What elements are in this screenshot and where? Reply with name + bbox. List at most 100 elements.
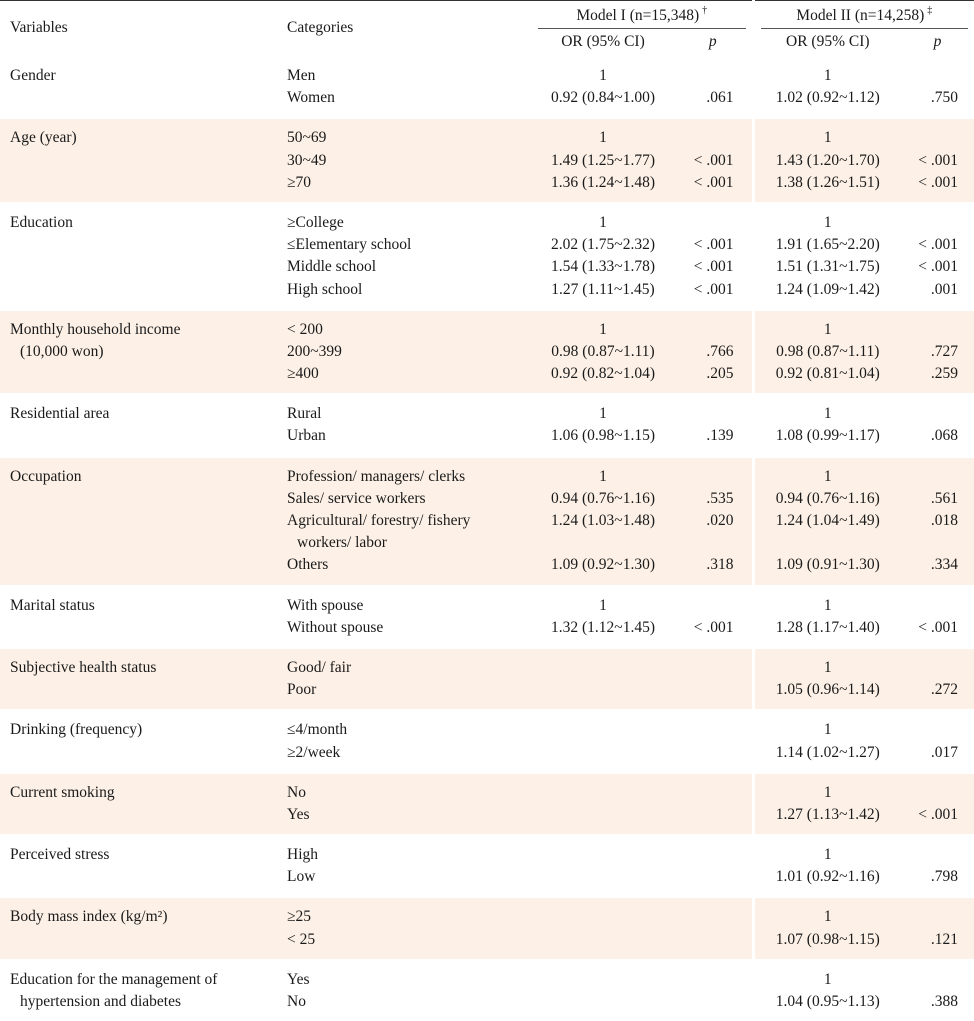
- model-1-p-cell-line: .535: [706, 489, 734, 507]
- model-1-or-cell-line: [532, 719, 674, 741]
- model-2-p-cell-line: .727: [930, 342, 959, 360]
- model-1-p-cell-line: [674, 906, 734, 928]
- model-1-or-cell: [532, 710, 674, 772]
- model-2-p-cell-line: .068: [930, 427, 959, 445]
- model-1-p-cell-line: .318: [706, 556, 734, 574]
- model-1-or-cell-line: [532, 844, 674, 866]
- model-2-p-cell: < .001: [901, 773, 974, 835]
- model-2-or-header: OR (95% CI): [751, 29, 902, 56]
- model-2-p-cell: < .001: [901, 586, 974, 648]
- model-2-or-cell: 1 1.14 (1.02~1.27): [751, 710, 902, 773]
- category-label: Poor: [287, 681, 317, 699]
- category-label: ≥70: [287, 173, 312, 191]
- model-2-or-cell-line: 1.91 (1.65~2.20): [775, 236, 880, 254]
- table-row: Body mass index (kg/m²) ≥25 < 25 1 1.07 (0.9…: [0, 897, 974, 960]
- model-1-or-cell-line: 0.92 (0.82~1.04): [551, 365, 655, 383]
- category-cell: High Low: [277, 835, 532, 897]
- category-cell: Profession/ managers/ clerks Sales/ servi…: [277, 457, 532, 586]
- model-1-or-cell: [532, 960, 674, 1021]
- model-2-p-cell: .388: [901, 960, 974, 1021]
- model-1-p-cell-line: < .001: [693, 258, 734, 276]
- category-label: Agricultural/ forestry/ fishery: [287, 512, 471, 529]
- model-1-p-cell-line: [674, 679, 734, 701]
- category-label: Urban: [287, 427, 326, 445]
- category-label: 30~49: [287, 151, 327, 169]
- table-row: Education for the management of hypertens…: [0, 959, 974, 1021]
- model-1-p-cell-line: < .001: [693, 280, 734, 298]
- model-1-or-cell-line: 1: [599, 467, 607, 485]
- model-1-p-cell: .535 .020 .318: [674, 457, 753, 586]
- model-2-p-cell: < .001 < .001: [901, 118, 974, 203]
- model-2-p-cell: .068: [901, 394, 974, 456]
- variable-cell: Occupation: [0, 457, 277, 586]
- model-1-or-cell-line: 0.98 (0.87~1.11): [551, 342, 655, 360]
- model-1-p-cell-line: [674, 319, 734, 341]
- model-2-p-cell-line: [901, 595, 958, 617]
- category-cell: Rural Urban: [277, 394, 532, 456]
- category-cell: Yes No: [277, 960, 532, 1021]
- model-1-or-cell-line: [532, 804, 674, 826]
- model-2-p-cell-line: .334: [930, 556, 959, 574]
- variable-label: Education for the management of: [10, 970, 218, 988]
- model-1-p-cell-line: [674, 466, 734, 488]
- model-2-p-cell-line: [901, 65, 958, 87]
- category-cell: 50~69 30~49 ≥70: [277, 118, 532, 203]
- variable-label: Subjective health status: [10, 658, 157, 676]
- variable-cell: Drinking (frequency): [0, 710, 277, 772]
- model-2-or-cell: 1 1.43 (1.20~1.70) 1.38 (1.26~1.51): [751, 118, 902, 203]
- model-2-label: Model II (n=14,258): [796, 7, 925, 25]
- model-1-p-cell: .061: [674, 56, 753, 118]
- model-2-or-cell-line: 1: [823, 970, 832, 988]
- model-1-or-cell-line: 1.36 (1.24~1.48): [551, 173, 655, 191]
- model-1-or-cell-line: [532, 929, 674, 951]
- model-1-p-cell-line: .020: [706, 512, 734, 529]
- model-1-or-cell-line: [532, 991, 674, 1013]
- model-1-or-cell: [532, 897, 674, 959]
- model-2-or-cell-line: 1.02 (0.92~1.12): [775, 89, 880, 107]
- table-header: Variables Categories Model I (n=15,348) †…: [0, 0, 974, 56]
- model-2-or-cell-line: 1.09 (0.91~1.30): [775, 556, 880, 574]
- category-label: Yes: [287, 970, 310, 988]
- model-1-p-cell: < .001 < .001: [674, 118, 753, 203]
- model-2-p-cell-line: < .001: [918, 258, 959, 276]
- model-2-or-cell: 1 1.91 (1.65~2.20) 1.51 (1.31~1.75) 1.24 (1…: [751, 202, 902, 310]
- category-label: ≥College: [287, 213, 344, 231]
- model-2-or-cell: 1 1.04 (0.95~1.13): [751, 959, 902, 1021]
- model-1-or-cell-line: [532, 969, 674, 991]
- category-label: Others: [287, 556, 329, 574]
- model-2-p-cell: .750: [901, 56, 974, 118]
- model-1-p-cell-line: [674, 866, 734, 888]
- category-label: Profession/ managers/ clerks: [287, 467, 466, 485]
- model-1-p-cell-line: < .001: [693, 618, 734, 636]
- model-2-p-cell-line: [901, 906, 958, 928]
- model-2-p-cell-line: [901, 657, 958, 679]
- category-label: Without spouse: [287, 618, 384, 636]
- category-label: Rural: [287, 405, 322, 423]
- model-2-or-cell-line: 1: [823, 658, 832, 676]
- model-1-or-cell-line: 1: [599, 596, 607, 614]
- variable-cell: Education: [0, 203, 277, 310]
- variable-cell: Body mass index (kg/m²): [0, 897, 277, 959]
- header-variables: Variables: [10, 19, 68, 36]
- model-1-p-cell-line: [674, 929, 734, 951]
- model-1-p-cell-line: [674, 127, 734, 149]
- model-1-p-cell: < .001 < .001 < .001: [674, 203, 753, 310]
- table-row: Drinking (frequency) ≤4/month ≥2/week 1 1.14…: [0, 710, 974, 773]
- model-2-or-cell: 1 1.08 (0.99~1.17): [751, 394, 902, 457]
- model-1-or-cell: 1 0.92 (0.84~1.00): [532, 56, 674, 118]
- model-1-p-cell-line: [674, 719, 734, 741]
- model-2-or-cell-line: 1.27 (1.13~1.42): [775, 805, 880, 823]
- category-cell: With spouse Without spouse: [277, 586, 532, 648]
- variable-label: Occupation: [10, 467, 82, 485]
- model-1-or-cell-line: [532, 742, 674, 764]
- category-cell: No Yes: [277, 773, 532, 835]
- model-2-or-cell-line: 1.08 (0.99~1.17): [775, 427, 880, 445]
- model-2-or-cell: 1 0.98 (0.87~1.11) 0.92 (0.81~1.04): [751, 309, 902, 395]
- model-2-or-cell-line: 1.05 (0.96~1.14): [775, 681, 880, 699]
- model-1-or-cell: 1 2.02 (1.75~2.32) 1.54 (1.33~1.78) 1.27 (1…: [532, 203, 674, 310]
- model-2-or-cell-line: 1.38 (1.26~1.51): [775, 173, 880, 191]
- model-1-label: Model I (n=15,348): [576, 7, 700, 25]
- category-label: 200~399: [287, 342, 342, 360]
- model-2-or-cell-line: 1: [823, 721, 832, 739]
